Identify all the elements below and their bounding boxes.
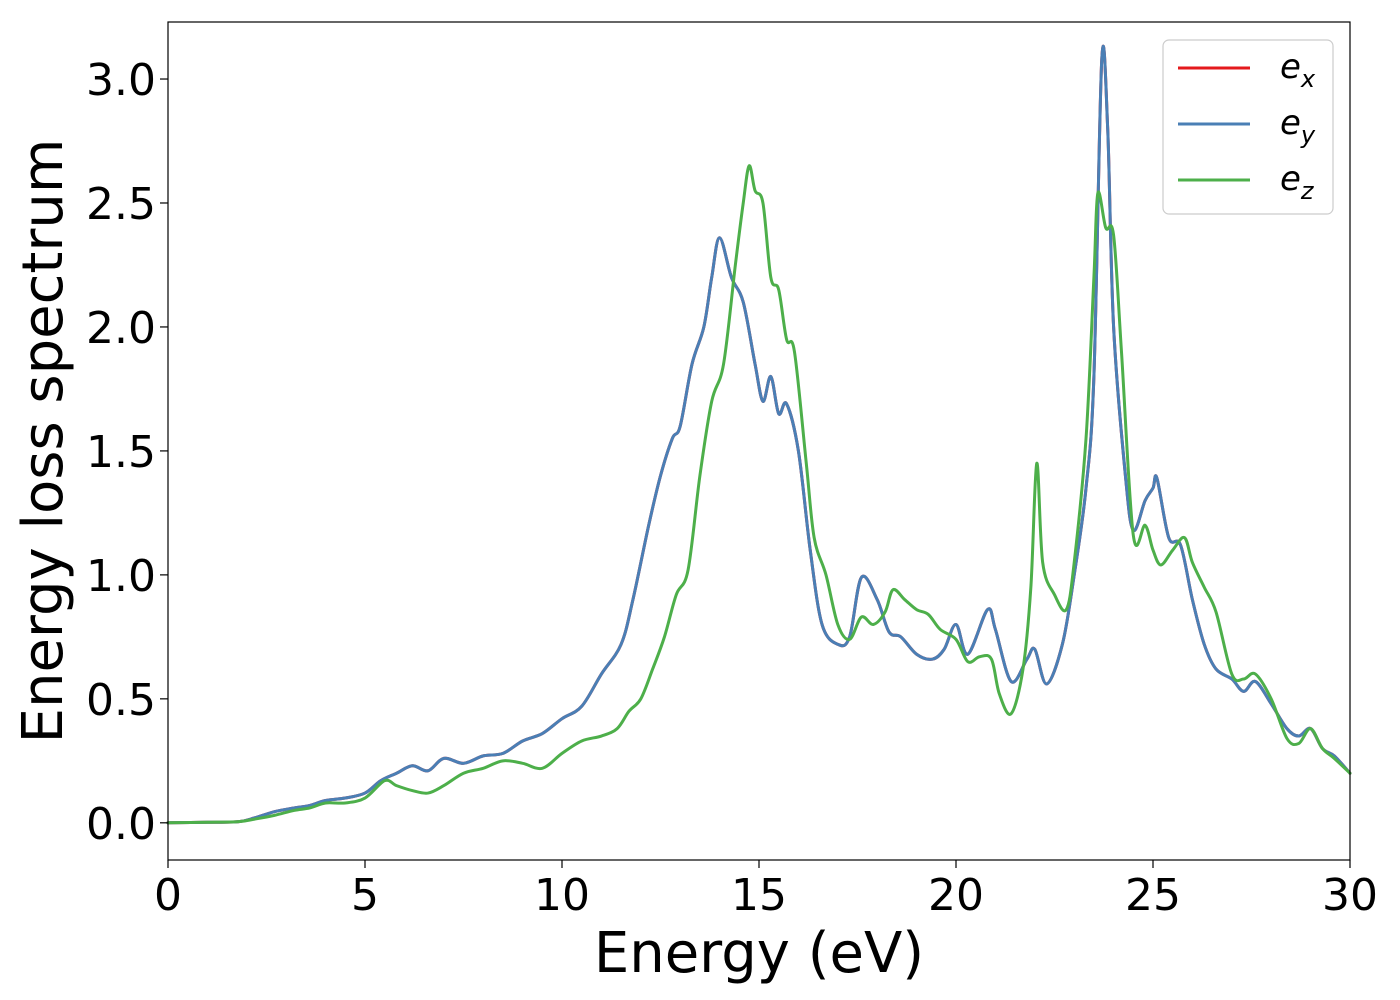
series-line-ez [166, 164, 1352, 825]
y-axis: 0.0 0.5 1.0 1.5 2.0 2.5 3.0 [86, 55, 168, 850]
x-axis-label: Energy (eV) [594, 921, 924, 986]
x-tick-label: 30 [1322, 870, 1378, 921]
x-tick-label: 0 [154, 870, 182, 921]
x-tick-label: 10 [534, 870, 590, 921]
series-line-ey [166, 44, 1352, 825]
x-tick-label: 15 [731, 870, 787, 921]
x-axis: 0 5 10 15 20 25 30 [154, 860, 1378, 921]
y-tick-label: 1.0 [86, 551, 156, 602]
y-tick-label: 2.0 [86, 303, 156, 354]
legend-label-ez: ez [1280, 159, 1315, 205]
legend-box [1162, 39, 1334, 215]
y-axis-label: Energy loss spectrum [11, 139, 76, 744]
y-tick-label: 0.0 [86, 799, 156, 850]
x-tick-label: 5 [351, 870, 379, 921]
y-tick-label: 0.5 [86, 675, 156, 726]
series-layer [166, 44, 1352, 825]
y-tick-label: 3.0 [86, 55, 156, 106]
y-tick-label: 1.5 [86, 427, 156, 478]
x-tick-label: 25 [1125, 870, 1181, 921]
x-tick-label: 20 [928, 870, 984, 921]
y-tick-label: 2.5 [86, 179, 156, 230]
